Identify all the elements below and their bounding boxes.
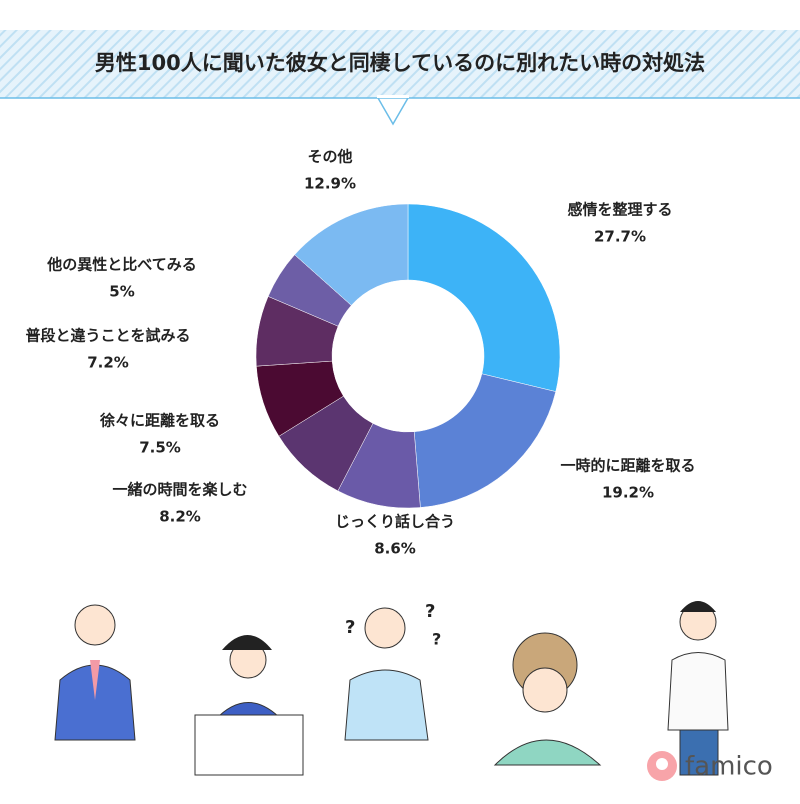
value-label: 7.5%	[139, 439, 181, 457]
category-label: 一緒の時間を楽しむ	[112, 481, 247, 499]
donut-slice	[407, 203, 561, 392]
category-label: 他の異性と比べてみる	[46, 256, 196, 274]
category-label: 徐々に距離を取る	[99, 412, 220, 430]
svg-text:?: ?	[425, 601, 435, 622]
category-label: その他	[307, 148, 352, 166]
person-suit	[54, 604, 136, 741]
donut-slice	[294, 203, 409, 306]
category-label: 感情を整理する	[567, 201, 672, 219]
person-board	[194, 635, 304, 776]
value-label: 8.6%	[374, 540, 416, 558]
value-label: 5%	[109, 283, 134, 301]
header-band	[0, 30, 800, 98]
donut	[255, 203, 561, 509]
svg-text:?: ?	[432, 630, 441, 649]
illustrations: ? ? ? famico	[54, 601, 773, 782]
chart-title: 男性100人に聞いた彼女と同棲しているのに別れたい時の対処法	[95, 51, 705, 75]
pointer-gap	[377, 95, 409, 98]
value-label: 7.2%	[87, 354, 129, 372]
person-glasses	[493, 632, 602, 766]
header-pointer	[376, 97, 410, 126]
donut-slice	[413, 373, 557, 508]
logo-text: famico	[685, 752, 773, 782]
logo: famico	[647, 751, 773, 782]
category-label: じっくり話し合う	[335, 513, 455, 531]
value-label: 8.2%	[159, 508, 201, 526]
value-label: 27.7%	[594, 228, 646, 246]
category-label: 普段と違うことを試みる	[25, 327, 190, 345]
value-label: 19.2%	[602, 484, 654, 502]
svg-text:?: ?	[345, 617, 355, 638]
value-label: 12.9%	[304, 175, 356, 193]
person-question: ? ? ?	[344, 601, 441, 741]
person-sweater	[667, 601, 729, 776]
category-label: 一時的に距離を取る	[560, 457, 695, 475]
